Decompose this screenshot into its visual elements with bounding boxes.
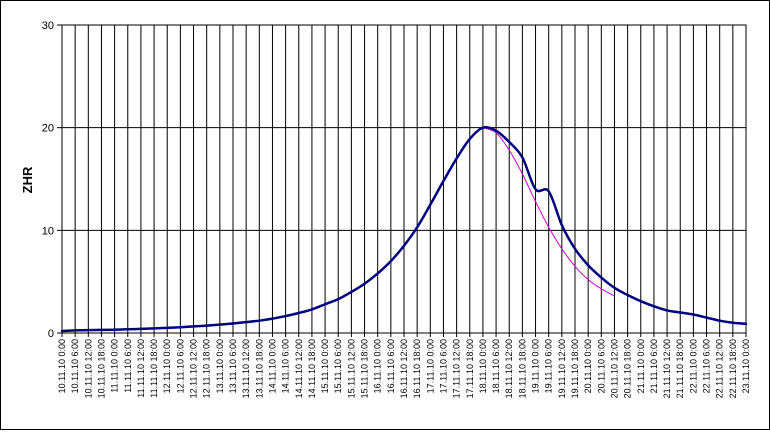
y-tick-label: 10 bbox=[42, 225, 54, 237]
vertical-gridlines bbox=[74, 25, 734, 333]
x-tick-label: 17.11.10 18:00 bbox=[465, 339, 475, 398]
x-tick-label: 12.11.10 0:00 bbox=[162, 339, 172, 393]
x-tick-label: 18.11.10 12:00 bbox=[504, 339, 514, 398]
y-tick-label: 30 bbox=[42, 20, 54, 32]
x-tick-label: 22.11.10 12:00 bbox=[715, 339, 725, 398]
x-tick-label: 17.11.10 0:00 bbox=[425, 339, 435, 393]
x-tick-label: 14.11.10 12:00 bbox=[294, 339, 304, 398]
x-tick-label: 20.11.10 18:00 bbox=[623, 339, 633, 398]
x-tick-label: 13.11.10 18:00 bbox=[254, 339, 264, 398]
x-tick-label: 16.11.10 0:00 bbox=[373, 339, 383, 393]
x-tick-label: 19.11.10 0:00 bbox=[531, 339, 541, 393]
x-tick-label: 21.11.10 6:00 bbox=[649, 339, 659, 393]
x-tick-label: 14.11.10 0:00 bbox=[267, 339, 277, 393]
x-tick-label: 19.11.10 6:00 bbox=[544, 339, 554, 393]
x-tick-label: 15.11.10 12:00 bbox=[346, 339, 356, 398]
x-tick-label: 19.11.10 12:00 bbox=[557, 339, 567, 398]
x-tick-label: 20.11.10 6:00 bbox=[596, 339, 606, 393]
y-axis-ticks: 0 10 20 30 bbox=[42, 20, 62, 340]
x-tick-label: 15.11.10 0:00 bbox=[320, 339, 330, 393]
x-tick-label: 15.11.10 18:00 bbox=[360, 339, 370, 398]
x-tick-label: 21.11.10 18:00 bbox=[675, 339, 685, 398]
x-tick-label: 20.11.10 0:00 bbox=[583, 339, 593, 393]
x-tick-label: 11.11.10 12:00 bbox=[136, 339, 146, 398]
x-tick-label: 16.11.10 12:00 bbox=[399, 339, 409, 398]
series-line-model bbox=[482, 127, 615, 297]
x-tick-label: 10.11.10 6:00 bbox=[70, 339, 80, 393]
series-line-main bbox=[60, 125, 748, 333]
x-tick-label: 18.11.10 0:00 bbox=[478, 339, 488, 393]
x-tick-label: 13.11.10 0:00 bbox=[215, 339, 225, 393]
x-tick-label: 17.11.10 12:00 bbox=[452, 339, 462, 398]
x-tick-label: 12.11.10 18:00 bbox=[202, 339, 212, 398]
x-tick-label: 22.11.10 6:00 bbox=[702, 339, 712, 393]
horizontal-gridlines bbox=[62, 127, 746, 231]
x-tick-label: 19.11.10 18:00 bbox=[570, 339, 580, 398]
y-tick-label: 20 bbox=[42, 123, 54, 135]
x-tick-label: 14.11.10 6:00 bbox=[281, 339, 291, 393]
x-tick-label: 10.11.10 12:00 bbox=[83, 339, 93, 398]
x-tick-label: 15.11.10 6:00 bbox=[333, 339, 343, 393]
x-tick-label: 13.11.10 12:00 bbox=[241, 339, 251, 398]
y-axis-title: ZHR bbox=[20, 166, 35, 193]
x-tick-label: 10.11.10 18:00 bbox=[96, 339, 106, 398]
x-tick-label: 18.11.10 6:00 bbox=[491, 339, 501, 393]
x-tick-label: 22.11.10 0:00 bbox=[688, 339, 698, 393]
x-tick-label: 13.11.10 6:00 bbox=[228, 339, 238, 393]
x-tick-label: 10.11.10 0:00 bbox=[57, 339, 67, 393]
x-tick-label: 23.11.10 0:00 bbox=[741, 339, 751, 393]
x-tick-label: 20.11.10 12:00 bbox=[609, 339, 619, 398]
x-tick-label: 18.11.10 18:00 bbox=[517, 339, 527, 398]
x-tick-label: 11.11.10 6:00 bbox=[123, 339, 133, 393]
x-tick-label: 16.11.10 18:00 bbox=[412, 339, 422, 398]
x-tick-label: 12.11.10 6:00 bbox=[175, 339, 185, 393]
series-layer bbox=[60, 125, 748, 333]
x-tick-label: 21.11.10 12:00 bbox=[662, 339, 672, 398]
x-axis-ticks: 10.11.10 0:00 10.11.10 6:00 10.11.10 12:00… bbox=[57, 333, 751, 398]
y-tick-label: 0 bbox=[48, 328, 54, 340]
x-tick-label: 17.11.10 6:00 bbox=[438, 339, 448, 393]
x-tick-label: 12.11.10 12:00 bbox=[189, 339, 199, 398]
x-tick-label: 14.11.10 18:00 bbox=[307, 339, 317, 398]
x-tick-label: 22.11.10 18:00 bbox=[728, 339, 738, 398]
x-tick-label: 11.11.10 18:00 bbox=[149, 339, 159, 398]
x-tick-label: 16.11.10 6:00 bbox=[386, 339, 396, 393]
x-tick-label: 21.11.10 0:00 bbox=[636, 339, 646, 393]
x-tick-label: 11.11.10 0:00 bbox=[110, 339, 120, 393]
